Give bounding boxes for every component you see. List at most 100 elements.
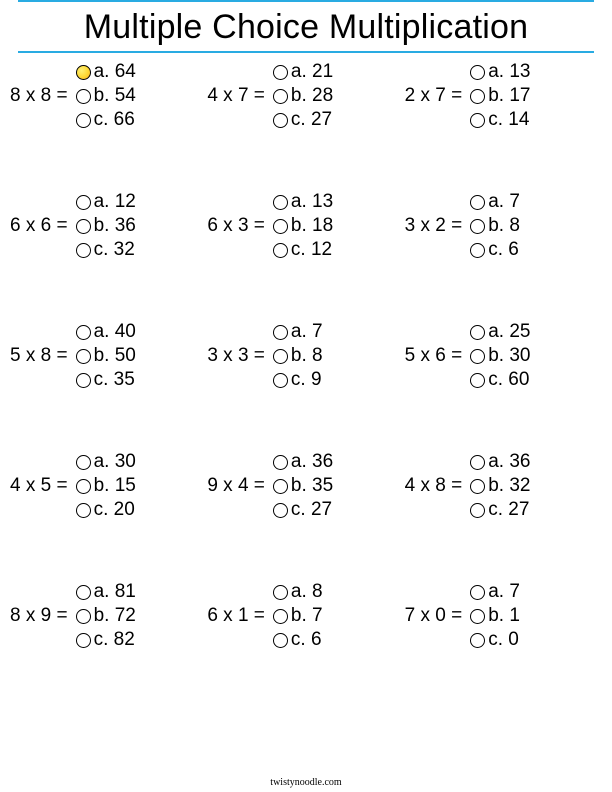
choice-bubble[interactable] <box>273 219 288 234</box>
choice[interactable]: c. 35 <box>76 369 136 391</box>
choice-bubble[interactable] <box>76 243 91 258</box>
problem: 6 x 1 =a. 8b. 7c. 6 <box>207 581 404 651</box>
choice[interactable]: b. 8 <box>470 215 520 237</box>
choice-bubble[interactable] <box>470 65 485 80</box>
choice[interactable]: c. 6 <box>273 629 323 651</box>
choice-bubble[interactable] <box>273 89 288 104</box>
choice[interactable]: a. 25 <box>470 321 530 343</box>
choice-bubble[interactable] <box>76 373 91 388</box>
choice-bubble[interactable] <box>470 479 485 494</box>
choice-bubble[interactable] <box>76 195 91 210</box>
choice[interactable]: b. 15 <box>76 475 136 497</box>
choice[interactable]: b. 72 <box>76 605 136 627</box>
choice-bubble[interactable] <box>273 455 288 470</box>
choice[interactable]: b. 32 <box>470 475 530 497</box>
choice[interactable]: c. 66 <box>76 109 136 131</box>
choice-bubble[interactable] <box>470 349 485 364</box>
choice[interactable]: a. 13 <box>470 61 530 83</box>
choice-label: c. 9 <box>291 369 322 391</box>
choice-label: a. 81 <box>94 581 136 603</box>
choice[interactable]: b. 1 <box>470 605 520 627</box>
choice-bubble[interactable] <box>76 609 91 624</box>
choice-bubble[interactable] <box>76 633 91 648</box>
problem: 5 x 6 =a. 25b. 30c. 60 <box>405 321 602 391</box>
choice[interactable]: c. 9 <box>273 369 323 391</box>
choice[interactable]: a. 7 <box>470 191 520 213</box>
choice-bubble[interactable] <box>273 113 288 128</box>
choice[interactable]: c. 6 <box>470 239 520 261</box>
choice[interactable]: a. 13 <box>273 191 333 213</box>
choice-bubble[interactable] <box>273 585 288 600</box>
choice[interactable]: a. 8 <box>273 581 323 603</box>
choice[interactable]: b. 35 <box>273 475 333 497</box>
choice-bubble[interactable] <box>273 609 288 624</box>
choice-bubble[interactable] <box>470 113 485 128</box>
choice[interactable]: c. 0 <box>470 629 520 651</box>
choice[interactable]: a. 7 <box>273 321 323 343</box>
choice-bubble[interactable] <box>76 113 91 128</box>
choice[interactable]: a. 7 <box>470 581 520 603</box>
choice-bubble[interactable] <box>470 503 485 518</box>
choice-bubble[interactable] <box>470 325 485 340</box>
choice[interactable]: b. 54 <box>76 85 136 107</box>
choice[interactable]: b. 28 <box>273 85 333 107</box>
choice-bubble[interactable] <box>470 633 485 648</box>
choice-label: a. 7 <box>488 191 520 213</box>
choice[interactable]: a. 40 <box>76 321 136 343</box>
choice-bubble[interactable] <box>273 349 288 364</box>
choice[interactable]: a. 81 <box>76 581 136 603</box>
choice-label: c. 27 <box>291 109 332 131</box>
choice[interactable]: c. 60 <box>470 369 530 391</box>
choice-bubble[interactable] <box>76 503 91 518</box>
choice[interactable]: a. 36 <box>273 451 333 473</box>
choice[interactable]: a. 36 <box>470 451 530 473</box>
choice[interactable]: b. 50 <box>76 345 136 367</box>
choice-bubble[interactable] <box>470 373 485 388</box>
choice-bubble[interactable] <box>470 243 485 258</box>
problem: 7 x 0 =a. 7b. 1c. 0 <box>405 581 602 651</box>
choice-bubble[interactable] <box>273 243 288 258</box>
choice[interactable]: b. 8 <box>273 345 323 367</box>
choice-bubble[interactable] <box>470 219 485 234</box>
choice-label: c. 6 <box>488 239 519 261</box>
choice-bubble[interactable] <box>76 325 91 340</box>
choice[interactable]: c. 12 <box>273 239 333 261</box>
choice[interactable]: b. 36 <box>76 215 136 237</box>
choice[interactable]: c. 14 <box>470 109 530 131</box>
problem: 4 x 5 =a. 30b. 15c. 20 <box>10 451 207 521</box>
choice-bubble[interactable] <box>273 479 288 494</box>
choice-bubble[interactable] <box>76 585 91 600</box>
choice[interactable]: a. 64 <box>76 61 136 83</box>
choice-bubble[interactable] <box>470 455 485 470</box>
choice[interactable]: b. 18 <box>273 215 333 237</box>
choice-bubble[interactable] <box>273 325 288 340</box>
choice-bubble[interactable] <box>76 479 91 494</box>
choice-bubble[interactable] <box>76 455 91 470</box>
choice[interactable]: a. 12 <box>76 191 136 213</box>
choice-bubble[interactable] <box>76 65 91 80</box>
choice[interactable]: c. 27 <box>470 499 530 521</box>
choice[interactable]: c. 27 <box>273 499 333 521</box>
choice-bubble[interactable] <box>470 609 485 624</box>
choice-bubble[interactable] <box>273 373 288 388</box>
choice[interactable]: a. 30 <box>76 451 136 473</box>
question-text: 4 x 5 = <box>10 475 76 497</box>
choice-bubble[interactable] <box>273 65 288 80</box>
choice[interactable]: c. 20 <box>76 499 136 521</box>
choice-bubble[interactable] <box>273 633 288 648</box>
choice[interactable]: c. 32 <box>76 239 136 261</box>
choice-bubble[interactable] <box>76 219 91 234</box>
choice-bubble[interactable] <box>470 89 485 104</box>
choice-bubble[interactable] <box>76 89 91 104</box>
choice[interactable]: c. 27 <box>273 109 333 131</box>
choice[interactable]: b. 17 <box>470 85 530 107</box>
choice-bubble[interactable] <box>470 585 485 600</box>
choice[interactable]: b. 30 <box>470 345 530 367</box>
choice-bubble[interactable] <box>273 195 288 210</box>
choice-bubble[interactable] <box>76 349 91 364</box>
choice[interactable]: a. 21 <box>273 61 333 83</box>
choice-bubble[interactable] <box>273 503 288 518</box>
choice[interactable]: b. 7 <box>273 605 323 627</box>
choice-bubble[interactable] <box>470 195 485 210</box>
choice[interactable]: c. 82 <box>76 629 136 651</box>
